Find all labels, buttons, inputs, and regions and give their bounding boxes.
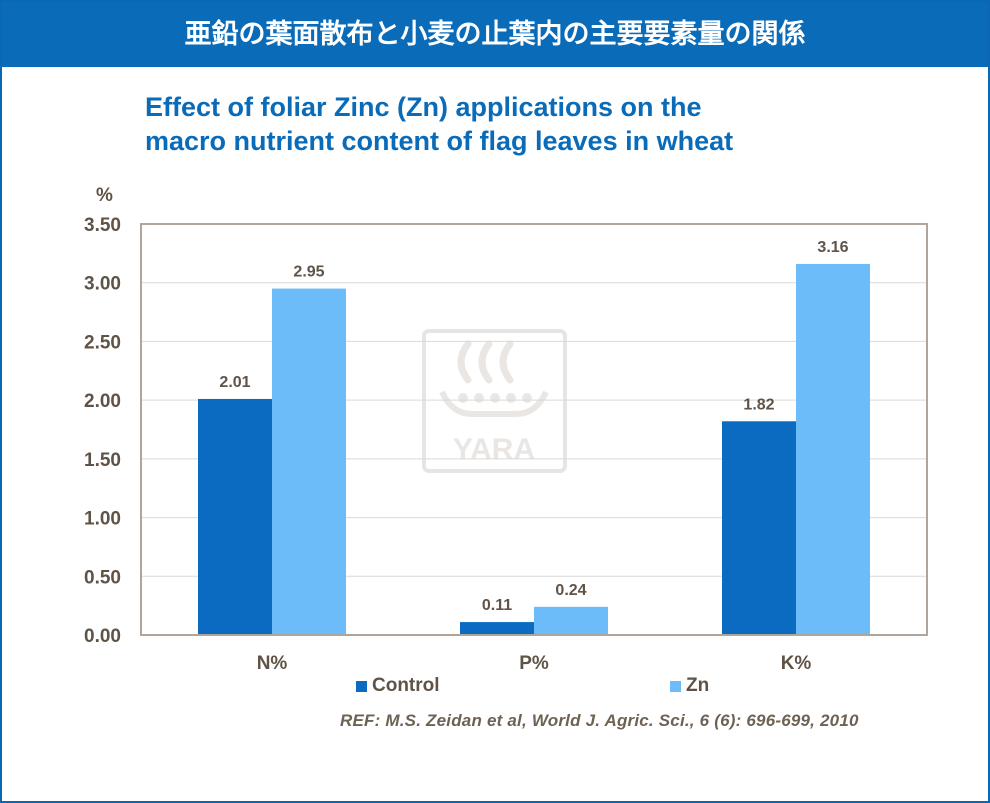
bar-control-1 (460, 622, 534, 635)
y-tick-label: 1.00 (84, 509, 121, 530)
bar-control-0 (198, 398, 272, 635)
bar-control-2 (722, 421, 796, 635)
data-label: 2.95 (293, 264, 324, 281)
bar-zn-0 (272, 288, 346, 635)
banner-title: 亜鉛の葉面散布と小麦の止葉内の主要要素量の関係 (2, 2, 988, 67)
data-label: 0.11 (482, 597, 512, 614)
bars (198, 263, 870, 635)
y-tick-label: 3.50 (84, 215, 121, 236)
data-label: 0.24 (555, 582, 586, 599)
chart-title-line-1: Effect of foliar Zinc (Zn) applications … (145, 92, 702, 122)
y-tick-label: 3.00 (84, 274, 121, 295)
y-tick-label: 1.50 (84, 450, 121, 471)
bar-zn-1 (534, 606, 608, 635)
labels: 0.00 0.50 1.00 1.50 2.00 2.50 3.00 3.50% 2.01 2.9… (84, 185, 849, 674)
y-tick-label: 0.50 (84, 567, 121, 588)
bar-zn-2 (796, 263, 870, 635)
reference-citation: REF: M.S. Zeidan et al, World J. Agric. … (340, 711, 859, 730)
x-category-label: P% (519, 653, 549, 674)
y-tick-label: 2.00 (84, 391, 121, 412)
data-label: 3.16 (817, 239, 848, 256)
data-label: 2.01 (219, 374, 250, 391)
y-axis-unit-label: % (96, 185, 113, 206)
x-category-label: N% (257, 653, 288, 674)
axes (140, 223, 928, 636)
plot-area-border (140, 223, 928, 636)
watermark-text: YARA (453, 433, 535, 466)
y-tick-label: 2.50 (84, 332, 121, 353)
x-category-label: K% (781, 653, 812, 674)
chart-title-line-2: macro nutrient content of flag leaves in… (145, 126, 734, 156)
y-tick-label: 0.00 (84, 626, 121, 647)
data-label: 1.82 (743, 396, 774, 413)
yara-watermark-icon: YARA (422, 329, 567, 473)
